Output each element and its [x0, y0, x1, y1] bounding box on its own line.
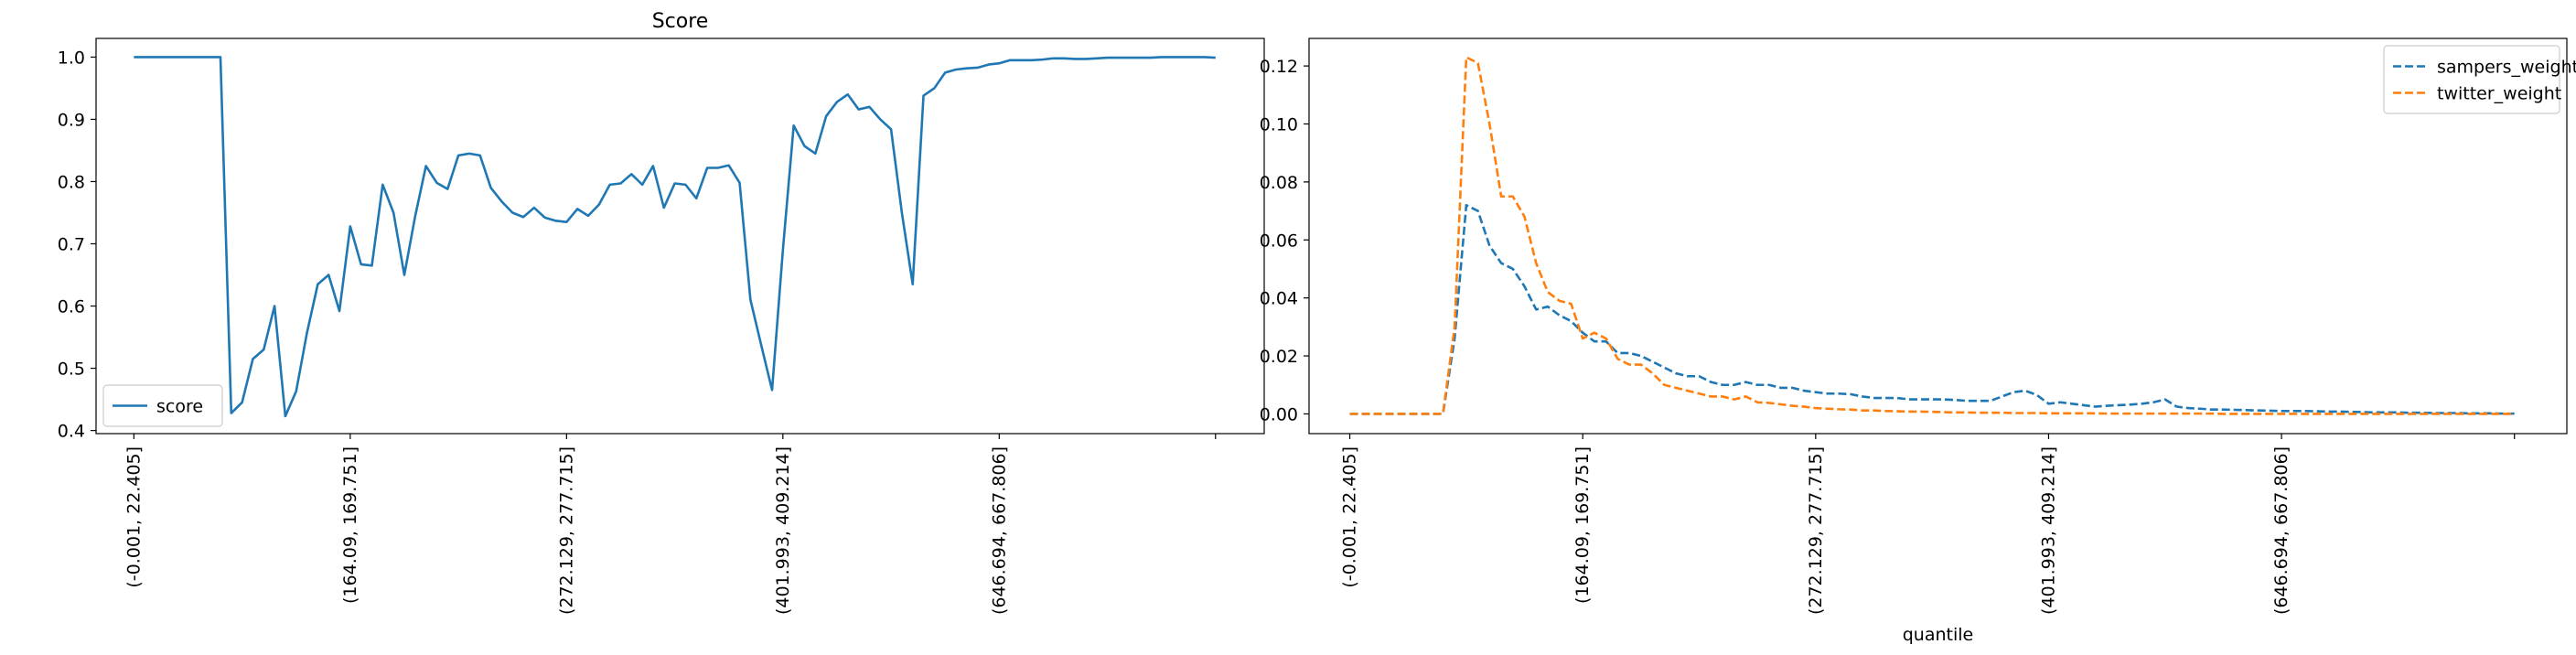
y-tick-label: 0.5: [58, 360, 85, 380]
series-line-sampers-weight: [1349, 203, 2515, 415]
x-tick-label: (164.09, 169.751]: [1572, 446, 1593, 604]
y-tick-label: 0.02: [1260, 347, 1298, 367]
x-tick-label: (401.993, 409.214]: [2038, 446, 2058, 615]
weight-plot-area: 0.00 0.02 0.04 0.06 0.08 0.10 0.12 (-0.001, 22.…: [1260, 38, 2568, 615]
legend-label: score: [156, 397, 203, 417]
y-tick-label: 0.8: [58, 172, 85, 192]
y-tick-label: 0.04: [1260, 289, 1298, 309]
x-tick-label: (272.129, 277.715]: [1806, 446, 1826, 615]
axes-frame: [95, 38, 1265, 435]
y-tick-label: 0.6: [58, 297, 85, 317]
weight-chart-x-axis-label: quantile: [1903, 625, 1973, 645]
x-tick-label: (-0.001, 22.405]: [1340, 446, 1360, 588]
legend-box: [102, 384, 223, 427]
series-line-score: [134, 56, 1216, 418]
axes-frame: [1308, 38, 2568, 435]
y-tick-label: 0.06: [1260, 231, 1298, 251]
x-tick-label: (272.129, 277.715]: [556, 446, 576, 615]
x-tick-label: (-0.001, 22.405]: [123, 446, 144, 588]
y-tick-label: 0.00: [1260, 404, 1298, 424]
legend-box: [2383, 45, 2560, 114]
y-tick-label: 0.9: [58, 110, 85, 130]
y-tick-label: 0.4: [58, 422, 85, 442]
x-tick-label: (401.993, 409.214]: [773, 446, 793, 615]
legend-label: twitter_weight: [2437, 84, 2561, 104]
y-tick-label: 1.0: [58, 48, 85, 68]
x-tick-label: (646.694, 667.806]: [989, 446, 1009, 615]
score-legend: score: [102, 384, 223, 427]
weight-legend: sampers_weight twitter_weight: [2383, 45, 2576, 114]
score-chart: Score 0.4 0.5 0.6 0.7 0.8 0.9 1.0 (-0.001, 22.4…: [58, 10, 1265, 615]
legend-label: sampers_weight: [2437, 58, 2576, 78]
score-chart-title: Score: [652, 10, 709, 33]
y-tick-label: 0.12: [1260, 57, 1298, 77]
series-line-twitter-weight: [1349, 56, 2515, 415]
x-tick-label: (646.694, 667.806]: [2271, 446, 2292, 615]
y-tick-label: 0.08: [1260, 173, 1298, 193]
y-tick-label: 0.7: [58, 235, 85, 255]
x-tick-label: (164.09, 169.751]: [340, 446, 360, 604]
y-tick-label: 0.10: [1260, 114, 1298, 134]
weight-chart: quantile 0.00 0.02 0.04 0.06 0.08 0.10 0.12 (-0…: [1260, 38, 2576, 645]
score-plot-area: 0.4 0.5 0.6 0.7 0.8 0.9 1.0 (-0.001, 22.405] (16…: [58, 38, 1265, 615]
